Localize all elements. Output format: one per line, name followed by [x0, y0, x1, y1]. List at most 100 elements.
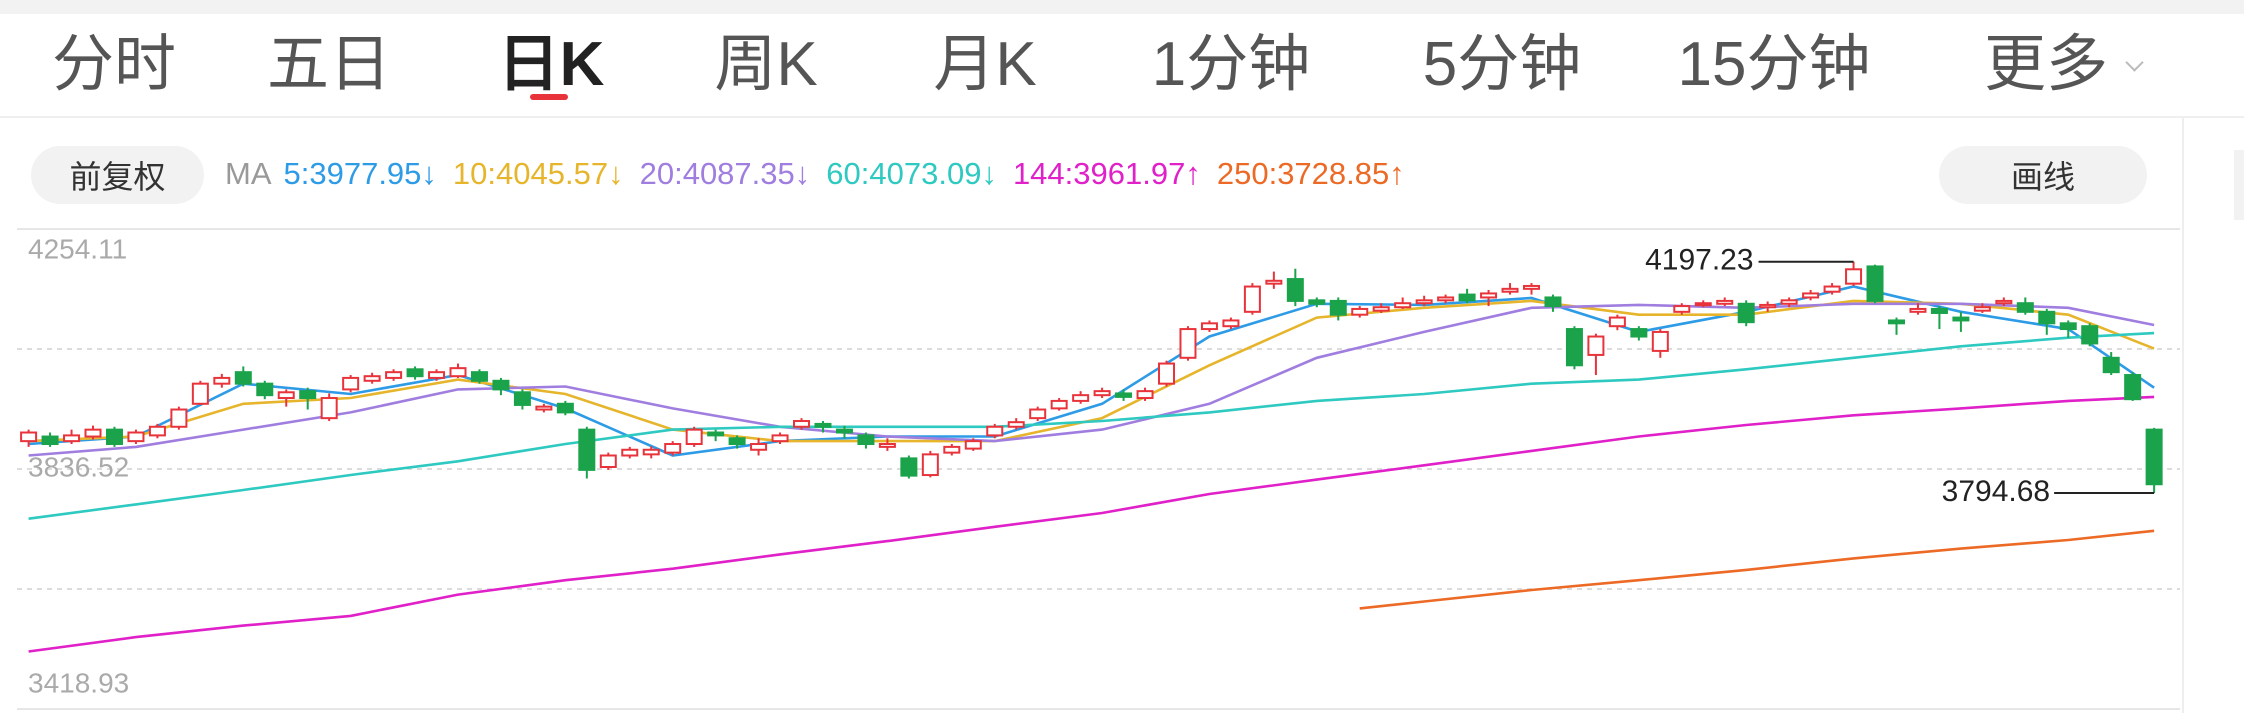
low-label: 3794.68 — [1942, 475, 2050, 508]
candle-body — [1394, 302, 1412, 309]
candle-body — [1308, 299, 1326, 305]
candle-body — [191, 382, 209, 405]
candle-body — [1694, 302, 1712, 307]
active-tab-indicator — [530, 94, 568, 100]
ma-trend: ↓ — [608, 156, 624, 191]
candle-body — [2038, 310, 2056, 325]
candle-body — [1544, 296, 1562, 308]
candle-body — [707, 431, 725, 437]
candle-body — [1222, 319, 1240, 328]
candle-body — [793, 420, 811, 428]
high-label: 4197.23 — [1645, 244, 1753, 277]
candle-body — [1973, 306, 1991, 312]
candle-body — [63, 434, 81, 443]
period-tab[interactable]: 五日 — [266, 30, 392, 99]
candle-body — [234, 371, 252, 385]
period-tab[interactable]: 1分钟 — [1151, 30, 1311, 99]
ma-trend: ↑ — [1185, 156, 1201, 191]
candle-body — [1007, 421, 1025, 428]
candle-body — [1136, 390, 1154, 400]
ma-name: 5: — [284, 156, 310, 191]
candle-body — [1415, 299, 1433, 305]
candle-body — [921, 453, 939, 477]
ma-title: MA — [225, 156, 272, 191]
candle-body — [900, 457, 918, 477]
candle-body — [1265, 279, 1283, 285]
candle-body — [406, 368, 424, 378]
period-tab[interactable]: 5分钟 — [1422, 30, 1582, 99]
candle-body — [835, 428, 853, 434]
ma-line — [1359, 529, 2155, 610]
adjust-button[interactable]: 前复权 — [31, 146, 204, 204]
candle-body — [20, 431, 38, 443]
ma-value: 4045.57 — [496, 156, 608, 191]
period-tab[interactable]: 周K — [714, 30, 818, 99]
candle-body — [1716, 299, 1734, 305]
candle-body — [1501, 287, 1519, 293]
ma-line — [28, 302, 2155, 457]
candle-body — [1200, 322, 1218, 331]
candle-body — [1115, 392, 1133, 398]
ma-name: 20: — [640, 156, 683, 191]
candle-body — [1458, 293, 1476, 302]
side-handle — [2234, 150, 2244, 220]
candle-body — [1480, 292, 1498, 299]
candle-body — [964, 440, 982, 450]
y-tick-label: 3836.52 — [28, 451, 129, 482]
period-tab[interactable]: 月K — [933, 30, 1037, 99]
candle-body — [127, 431, 145, 443]
candle-body — [1523, 284, 1540, 290]
candle-body — [513, 391, 531, 406]
candle-body — [492, 379, 510, 391]
candle-body — [1587, 335, 1605, 356]
ma-value: 3961.97 — [1073, 156, 1185, 191]
candle-body — [857, 434, 875, 446]
candle-body — [1651, 330, 1669, 352]
period-tab[interactable]: 分时 — [51, 30, 177, 99]
period-tab[interactable]: 15分钟 — [1677, 30, 1871, 99]
ma-value: 3728.85 — [1277, 156, 1389, 191]
candle-body — [2102, 356, 2120, 374]
candle-body — [1995, 299, 2013, 305]
period-tab[interactable]: 日K — [497, 30, 605, 99]
candle-body — [685, 428, 703, 446]
period-tabs: 分时 五日 日K 周K 月K 1分钟 5分钟 15分钟 更多 — [0, 14, 2244, 118]
candle-body — [664, 443, 682, 454]
draw-button[interactable]: 画线 — [1939, 146, 2147, 204]
candle-body — [1802, 292, 1820, 299]
candle-body — [449, 367, 467, 378]
candle-body — [878, 443, 896, 448]
ma-trend: ↑ — [1389, 156, 1405, 191]
candle-body — [105, 428, 123, 446]
candle-body — [1158, 362, 1176, 385]
candle-body — [1952, 316, 1970, 322]
y-tick-label: 3418.93 — [28, 667, 129, 698]
candle-body — [1093, 390, 1111, 397]
panel-divider — [2182, 118, 2184, 713]
candle-body — [1072, 394, 1090, 402]
candle-body — [986, 425, 1004, 437]
candle-body — [771, 434, 789, 443]
candle-body — [1029, 408, 1047, 420]
ma-line — [28, 331, 2155, 520]
candle-body — [320, 397, 338, 420]
candle-body — [2145, 428, 2163, 486]
ma-line — [28, 395, 2155, 653]
candle-body — [428, 371, 446, 379]
candle-body — [1759, 303, 1777, 309]
candle-body — [1845, 268, 1863, 285]
candle-body — [1437, 296, 1455, 302]
candle-body — [41, 435, 59, 446]
candle-body — [2124, 374, 2142, 401]
candle-body — [1630, 328, 1648, 338]
candle-body — [385, 371, 403, 379]
candle-body — [1737, 302, 1755, 324]
ma-value: 4087.35 — [683, 156, 795, 191]
period-tab[interactable]: 更多 — [1983, 30, 2109, 99]
candle-body — [2016, 302, 2034, 313]
candle-body — [1179, 328, 1197, 359]
status-strip — [0, 0, 2244, 14]
candle-body — [1565, 328, 1583, 367]
candle-body — [621, 448, 639, 457]
candle-body — [578, 428, 596, 471]
